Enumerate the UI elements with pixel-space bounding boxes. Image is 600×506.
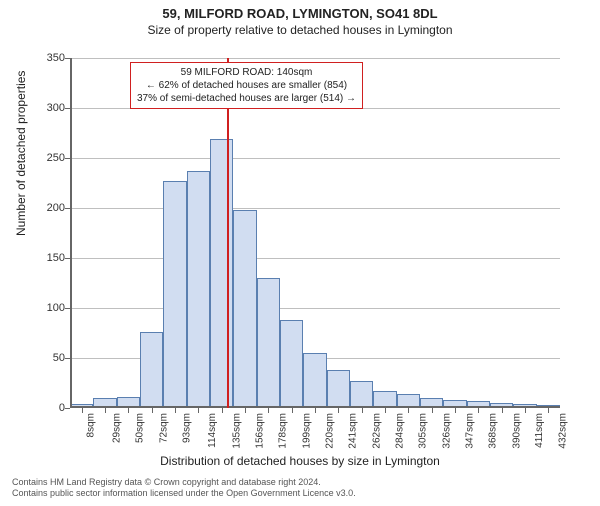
x-tick-mark — [385, 408, 386, 413]
x-tick-mark — [362, 408, 363, 413]
histogram-bar — [257, 278, 280, 408]
y-tick-label: 50 — [25, 352, 65, 364]
y-axis-line — [70, 58, 72, 408]
x-tick-label: 220sqm — [324, 413, 335, 449]
histogram-bar — [327, 370, 350, 408]
x-tick-label: 432sqm — [558, 413, 569, 449]
x-tick-label: 8sqm — [85, 413, 96, 437]
x-tick-label: 135sqm — [231, 413, 242, 449]
histogram-bar — [210, 139, 233, 408]
x-tick-mark — [478, 408, 479, 413]
x-tick-mark — [432, 408, 433, 413]
x-tick-label: 284sqm — [394, 413, 405, 449]
x-tick-label: 72sqm — [158, 413, 169, 443]
footer-line1: Contains HM Land Registry data © Crown c… — [12, 477, 356, 489]
histogram-bar — [350, 381, 373, 408]
grid-line — [70, 258, 560, 259]
reference-line — [227, 58, 229, 408]
x-tick-label: 156sqm — [254, 413, 265, 449]
chart-title-main: 59, MILFORD ROAD, LYMINGTON, SO41 8DL — [0, 6, 600, 21]
x-tick-label: 347sqm — [464, 413, 475, 449]
histogram-bar — [140, 332, 163, 408]
x-tick-label: 262sqm — [371, 413, 382, 449]
chart-area: 0501001502002503003508sqm29sqm50sqm72sqm… — [70, 58, 560, 408]
y-tick-label: 0 — [25, 402, 65, 414]
y-tick-label: 100 — [25, 302, 65, 314]
grid-line — [70, 158, 560, 159]
x-tick-mark — [175, 408, 176, 413]
histogram-bar — [163, 181, 186, 408]
y-tick-label: 200 — [25, 202, 65, 214]
x-tick-mark — [105, 408, 106, 413]
y-tick-label: 150 — [25, 252, 65, 264]
x-tick-label: 114sqm — [207, 413, 218, 448]
x-tick-mark — [525, 408, 526, 413]
x-axis-line — [70, 406, 560, 408]
grid-line — [70, 208, 560, 209]
x-tick-label: 29sqm — [112, 413, 123, 443]
chart-title-sub: Size of property relative to detached ho… — [0, 23, 600, 37]
annotation-line3: 37% of semi-detached houses are larger (… — [137, 92, 356, 105]
x-tick-mark — [502, 408, 503, 413]
annotation-box: 59 MILFORD ROAD: 140sqm← 62% of detached… — [130, 62, 363, 109]
x-tick-mark — [82, 408, 83, 413]
x-tick-mark — [408, 408, 409, 413]
grid-line — [70, 308, 560, 309]
x-tick-mark — [548, 408, 549, 413]
x-tick-label: 50sqm — [135, 413, 146, 443]
x-tick-label: 241sqm — [348, 413, 359, 449]
y-tick-mark — [65, 408, 70, 409]
footer-attribution: Contains HM Land Registry data © Crown c… — [12, 477, 356, 500]
x-tick-mark — [245, 408, 246, 413]
x-tick-mark — [338, 408, 339, 413]
x-tick-label: 93sqm — [182, 413, 193, 443]
x-tick-mark — [152, 408, 153, 413]
x-tick-mark — [455, 408, 456, 413]
histogram-bar — [233, 210, 256, 408]
x-tick-mark — [292, 408, 293, 413]
y-tick-label: 300 — [25, 102, 65, 114]
x-tick-mark — [268, 408, 269, 413]
x-tick-mark — [315, 408, 316, 413]
y-tick-label: 350 — [25, 52, 65, 64]
x-axis-label: Distribution of detached houses by size … — [0, 454, 600, 468]
histogram-bar — [187, 171, 210, 408]
x-tick-label: 411sqm — [534, 413, 545, 448]
x-tick-label: 390sqm — [511, 413, 522, 449]
x-tick-mark — [222, 408, 223, 413]
x-tick-mark — [128, 408, 129, 413]
x-tick-label: 326sqm — [441, 413, 452, 449]
annotation-line1: 59 MILFORD ROAD: 140sqm — [137, 66, 356, 79]
y-tick-label: 250 — [25, 152, 65, 164]
x-tick-label: 368sqm — [488, 413, 499, 449]
plot-area: 0501001502002503003508sqm29sqm50sqm72sqm… — [70, 58, 560, 408]
footer-line2: Contains public sector information licen… — [12, 488, 356, 500]
x-tick-label: 305sqm — [418, 413, 429, 449]
annotation-line2: ← 62% of detached houses are smaller (85… — [137, 79, 356, 92]
x-tick-label: 178sqm — [278, 413, 289, 449]
histogram-bar — [303, 353, 326, 408]
x-tick-mark — [198, 408, 199, 413]
grid-line — [70, 58, 560, 59]
histogram-bar — [280, 320, 303, 408]
x-tick-label: 199sqm — [301, 413, 312, 449]
